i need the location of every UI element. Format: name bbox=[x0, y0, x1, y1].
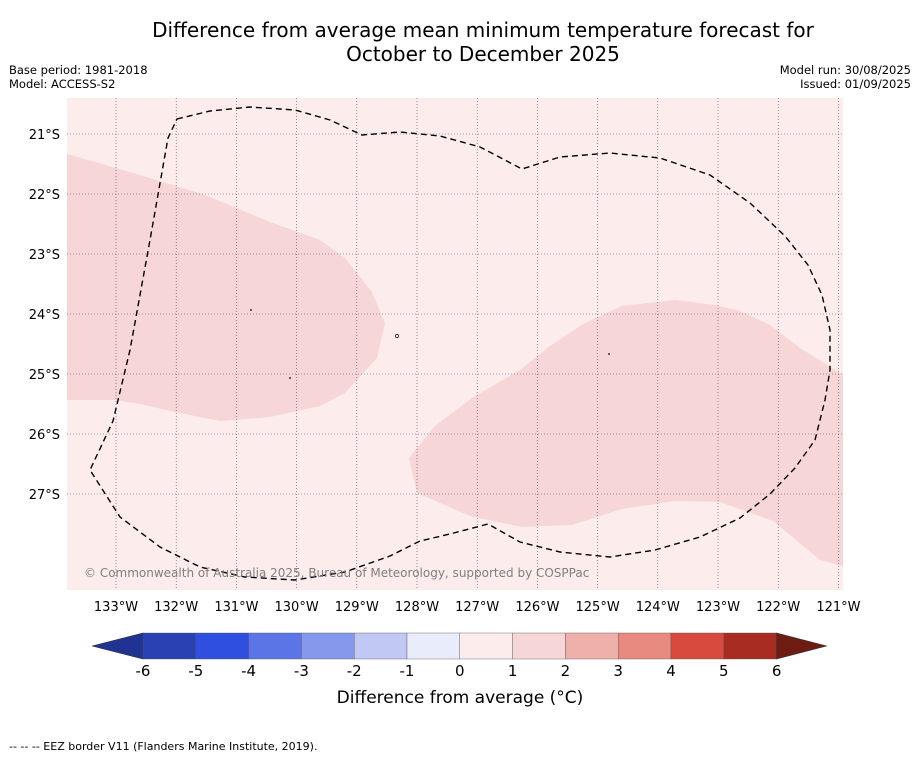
colorbar-tick-label: -3 bbox=[294, 662, 309, 680]
colorbar-tick-label: -5 bbox=[188, 662, 203, 680]
lat-tick-label: 27°S bbox=[29, 488, 60, 503]
meta-left: Base period: 1981-2018 Model: ACCESS-S2 bbox=[9, 63, 148, 91]
lat-tick-label: 24°S bbox=[29, 308, 60, 323]
colorbar-segment bbox=[248, 632, 302, 660]
issued-date: Issued: 01/09/2025 bbox=[800, 77, 911, 91]
colorbar-tick-label: 6 bbox=[772, 662, 782, 680]
eez-border bbox=[89, 106, 831, 581]
colorbar-segment bbox=[406, 632, 460, 660]
colorbar-segment bbox=[618, 632, 672, 660]
lat-tick-label: 23°S bbox=[29, 248, 60, 263]
lat-tick-label: 25°S bbox=[29, 368, 60, 383]
lon-tick-label: 124°W bbox=[636, 600, 680, 615]
colorbar-title: Difference from average (°C) bbox=[336, 688, 584, 708]
model-run: Model run: 30/08/2025 bbox=[779, 63, 911, 77]
colorbar-segment bbox=[512, 632, 566, 660]
colorbar-tick-label: 3 bbox=[613, 662, 623, 680]
title-line-1: Difference from average mean minimum tem… bbox=[152, 18, 814, 42]
colorbar-tick-label: -2 bbox=[347, 662, 362, 680]
colorbar-segment bbox=[195, 632, 249, 660]
colorbar-tick-label: 5 bbox=[719, 662, 729, 680]
anomaly-patch-east bbox=[409, 300, 843, 566]
island-marker bbox=[608, 353, 610, 355]
colorbar-tick-label: -4 bbox=[241, 662, 256, 680]
colorbar: -6 -5 -4 -3 -2 -1 0 1 2 3 4 5 6 bbox=[91, 632, 828, 680]
lon-tick-label: 131°W bbox=[214, 600, 258, 615]
model-name: Model: ACCESS-S2 bbox=[9, 77, 116, 91]
colorbar-segment bbox=[565, 632, 619, 660]
lon-tick-label: 132°W bbox=[154, 600, 198, 615]
copyright-text: © Commonwealth of Australia 2025, Bureau… bbox=[84, 566, 589, 580]
eez-legend-note: -- -- -- EEZ border V11 (Flanders Marine… bbox=[9, 740, 318, 753]
title-line-2: October to December 2025 bbox=[346, 42, 620, 66]
longitude-gridlines bbox=[115, 98, 839, 590]
colorbar-segment bbox=[723, 632, 777, 660]
colorbar-tick-label: -6 bbox=[136, 662, 151, 680]
lon-tick-label: 126°W bbox=[515, 600, 559, 615]
lat-tick-label: 22°S bbox=[29, 188, 60, 203]
latitude-gridlines bbox=[67, 133, 843, 495]
colorbar-tick-label: -1 bbox=[400, 662, 415, 680]
latitude-tick-labels: 21°S 22°S 23°S 24°S 25°S 26°S 27°S bbox=[29, 128, 60, 503]
island-marker bbox=[395, 334, 399, 338]
lon-tick-label: 128°W bbox=[395, 600, 439, 615]
lon-tick-label: 129°W bbox=[335, 600, 379, 615]
lat-tick-label: 21°S bbox=[29, 128, 60, 143]
colorbar-tick-label: 1 bbox=[508, 662, 518, 680]
lon-tick-label: 123°W bbox=[696, 600, 740, 615]
lat-tick-label: 26°S bbox=[29, 428, 60, 443]
colorbar-segment bbox=[670, 632, 724, 660]
lon-tick-label: 127°W bbox=[455, 600, 499, 615]
base-period: Base period: 1981-2018 bbox=[9, 63, 148, 77]
colorbar-tick-label: 4 bbox=[666, 662, 676, 680]
lon-tick-label: 133°W bbox=[94, 600, 138, 615]
colorbar-extend-high bbox=[776, 632, 828, 660]
colorbar-tick-label: 2 bbox=[561, 662, 571, 680]
island-marker bbox=[289, 377, 291, 379]
colorbar-extend-low bbox=[91, 632, 144, 660]
colorbar-segment bbox=[354, 632, 408, 660]
lon-tick-label: 125°W bbox=[576, 600, 620, 615]
colorbar-segment bbox=[142, 632, 196, 660]
meta-right: Model run: 30/08/2025 Issued: 01/09/2025 bbox=[780, 63, 911, 91]
anomaly-patch-west bbox=[67, 154, 385, 421]
longitude-tick-labels: 133°W 132°W 131°W 130°W 129°W 128°W 127°W 126°W… bbox=[94, 600, 861, 615]
lon-tick-label: 130°W bbox=[275, 600, 319, 615]
colorbar-segment bbox=[459, 632, 513, 660]
lon-tick-label: 121°W bbox=[816, 600, 860, 615]
lon-tick-label: 122°W bbox=[756, 600, 800, 615]
map-title: Difference from average mean minimum tem… bbox=[0, 18, 919, 66]
colorbar-segment bbox=[301, 632, 355, 660]
island-marker bbox=[250, 309, 252, 311]
colorbar-tick-label: 0 bbox=[455, 662, 465, 680]
